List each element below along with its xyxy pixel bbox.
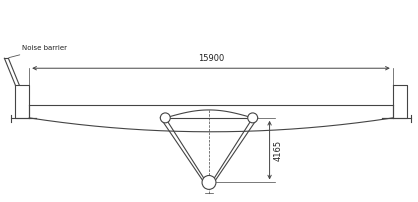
Text: 15900: 15900: [198, 54, 224, 63]
Circle shape: [248, 113, 257, 123]
Circle shape: [161, 113, 170, 123]
Text: 4165: 4165: [273, 140, 283, 161]
Text: Noise barrier: Noise barrier: [9, 45, 67, 58]
Circle shape: [202, 176, 216, 189]
